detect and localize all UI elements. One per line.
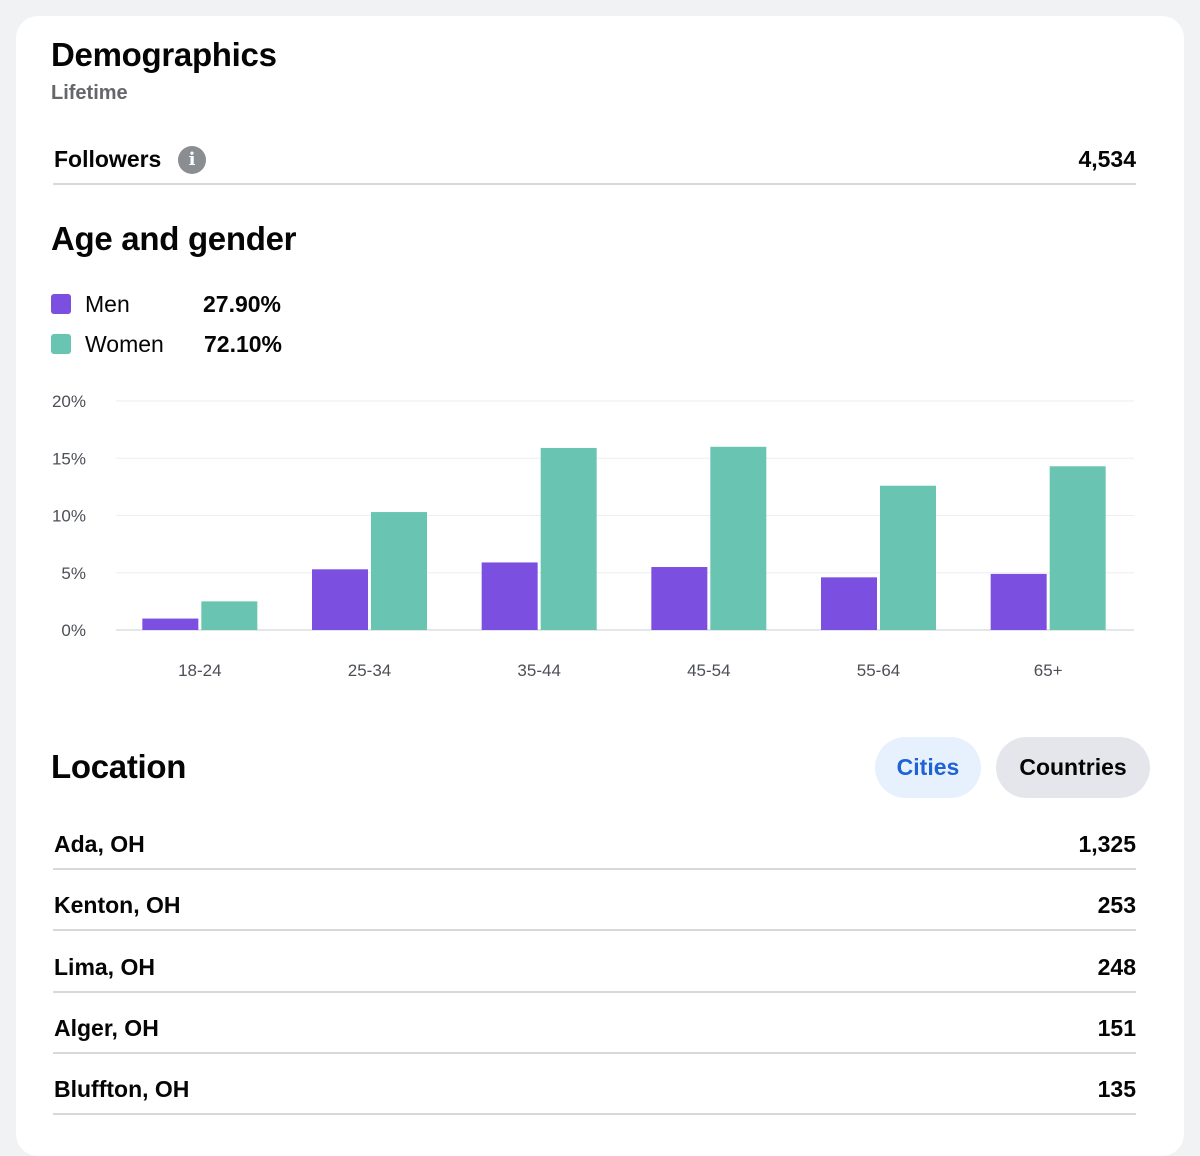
y-tick-label: 10%: [52, 507, 86, 526]
followers-value: 4,534: [1078, 146, 1136, 172]
location-row: Ada, OH 1,325: [53, 810, 1136, 870]
age-gender-title: Age and gender: [51, 220, 297, 257]
bar-women-55-64[interactable]: [880, 485, 936, 630]
bar-men-55-64[interactable]: [821, 577, 877, 630]
legend-percent-men: 27.90%: [203, 291, 282, 317]
tab-cities[interactable]: Cities: [875, 737, 981, 798]
x-tick-label: 25-34: [348, 661, 391, 680]
location-row: Lima, OH 248: [53, 933, 1136, 993]
bar-men-25-34[interactable]: [312, 569, 368, 630]
location-name: Lima, OH: [54, 954, 155, 980]
bar-women-25-34[interactable]: [371, 512, 427, 630]
location-row: Kenton, OH 253: [53, 871, 1136, 931]
location-count: 248: [1097, 954, 1136, 980]
age-gender-bar-chart: 0% 5% 10% 15% 20% 18-24 25-34 35-44 45-54 55-64 65…: [52, 392, 1134, 680]
x-tick-label: 18-24: [178, 661, 221, 680]
followers-label: Followers: [54, 146, 162, 172]
bar-men-45-54[interactable]: [651, 567, 708, 630]
info-icon[interactable]: i: [178, 146, 206, 174]
location-count: 253: [1097, 892, 1136, 918]
legend-label-men: Men: [85, 291, 130, 317]
location-count: 151: [1097, 1015, 1136, 1041]
location-count: 1,325: [1078, 831, 1136, 857]
x-tick-label: 35-44: [517, 661, 560, 680]
y-tick-label: 0%: [61, 621, 86, 640]
bar-men-35-44[interactable]: [481, 562, 538, 630]
y-tick-label: 20%: [52, 392, 86, 411]
bar-women-45-54[interactable]: [710, 446, 767, 630]
legend-swatch-men: [51, 294, 71, 314]
page-title: Demographics: [51, 36, 277, 73]
tab-countries[interactable]: Countries: [996, 737, 1150, 798]
location-row: Alger, OH 151: [53, 994, 1136, 1054]
location-count: 135: [1097, 1076, 1136, 1102]
location-title: Location: [51, 748, 187, 785]
demographics-card: [16, 16, 1184, 1156]
x-tick-label: 45-54: [687, 661, 730, 680]
x-tick-label: 65+: [1034, 661, 1063, 680]
legend-label-women: Women: [85, 331, 164, 357]
page-subtitle: Lifetime: [51, 82, 128, 104]
bar-women-35-44[interactable]: [540, 447, 597, 630]
bar-men-65+[interactable]: [990, 573, 1047, 630]
location-name: Kenton, OH: [54, 892, 181, 918]
legend-percent-women: 72.10%: [204, 331, 283, 357]
location-name: Alger, OH: [54, 1015, 159, 1041]
y-tick-label: 5%: [61, 564, 86, 583]
followers-row: Followers i 4,534: [53, 125, 1136, 185]
location-name: Bluffton, OH: [54, 1076, 190, 1102]
location-name: Ada, OH: [54, 831, 145, 857]
bar-women-65+[interactable]: [1049, 466, 1106, 630]
y-tick-label: 15%: [52, 449, 86, 468]
location-row: Bluffton, OH 135: [53, 1055, 1136, 1115]
legend-swatch-women: [51, 334, 71, 354]
bar-women-18-24[interactable]: [201, 601, 258, 630]
x-tick-label: 55-64: [857, 661, 900, 680]
bar-men-18-24[interactable]: [142, 618, 199, 630]
